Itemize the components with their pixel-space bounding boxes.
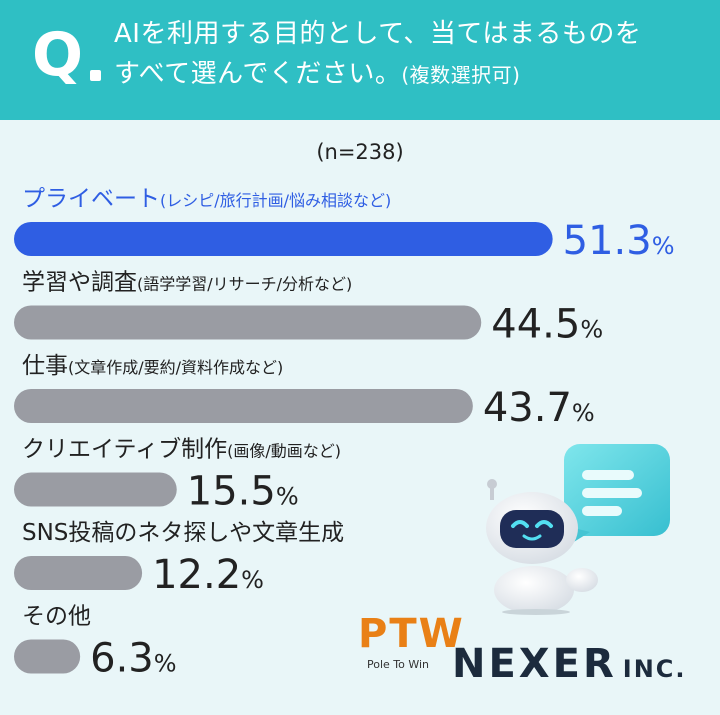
bar (14, 639, 81, 674)
ptw-logo-mark: PTW (358, 611, 465, 657)
category-detail: (文章作成/要約/資料作成など) (68, 358, 283, 377)
category-label: SNS投稿のネタ探しや文章生成 (22, 520, 344, 546)
question-note: (複数選択可) (401, 63, 521, 87)
category-name: プライベート (22, 186, 160, 212)
value-number: 51.3 (563, 218, 652, 264)
category-name: 学習や調査 (22, 270, 137, 296)
value-unit: % (572, 399, 595, 427)
question-line-1: AIを利用する目的として、当てはまるものを (114, 19, 642, 49)
value-label: 6.3% (90, 636, 176, 682)
value-number: 6.3 (90, 636, 154, 682)
value-unit: % (154, 650, 177, 678)
ptw-logo: PTW Pole To Win (358, 611, 465, 671)
category-label: 仕事(文章作成/要約/資料作成など) (22, 353, 283, 379)
value-label: 44.5% (491, 302, 603, 348)
value-label: 43.7% (483, 385, 595, 431)
category-name: 仕事 (22, 353, 68, 379)
category-label: クリエイティブ制作(画像/動画など) (22, 437, 341, 463)
value-unit: % (241, 566, 264, 594)
value-label: 51.3% (563, 218, 675, 264)
bar (14, 305, 482, 340)
bar (14, 556, 143, 590)
category-label: 学習や調査(語学学習/リサーチ/分析など) (22, 270, 352, 296)
sample-size: (n=238) (316, 140, 404, 164)
question-header: Q AIを利用する目的として、当てはまるものを すべて選んでください。(複数選択… (0, 0, 720, 120)
value-number: 44.5 (491, 302, 580, 348)
value-unit: % (580, 316, 603, 344)
question-mark-letter: Q (32, 20, 84, 90)
nexer-logo: NEXER INC. (452, 640, 687, 693)
value-label: 15.5% (187, 469, 299, 515)
bar (14, 472, 177, 507)
bar (14, 389, 473, 423)
value-number: 12.2 (152, 552, 241, 598)
category-name: クリエイティブ制作 (22, 437, 227, 463)
value-number: 15.5 (187, 469, 276, 515)
question-dot-icon (90, 70, 101, 81)
category-label: プライベート(レシピ/旅行計画/悩み相談など) (22, 186, 391, 212)
question-text: AIを利用する目的として、当てはまるものを すべて選んでください。(複数選択可) (114, 14, 714, 95)
category-name: その他 (22, 604, 91, 630)
category-detail: (画像/動画など) (227, 442, 341, 461)
category-name: SNS投稿のネタ探しや文章生成 (22, 520, 344, 546)
value-label: 12.2% (152, 552, 264, 598)
value-unit: % (652, 232, 675, 260)
question-line-2: すべて選んでください。 (114, 59, 402, 89)
bar (14, 222, 553, 256)
category-detail: (レシピ/旅行計画/悩み相談など) (160, 191, 391, 210)
robot-mascot-icon (486, 444, 670, 615)
nexer-suffix: INC. (622, 655, 687, 683)
ptw-tagline: Pole To Win (366, 658, 430, 671)
value-unit: % (276, 483, 299, 511)
category-label: その他 (22, 604, 91, 630)
nexer-wordmark: NEXER (452, 641, 617, 687)
category-detail: (語学学習/リサーチ/分析など) (137, 275, 352, 294)
value-number: 43.7 (483, 385, 572, 431)
